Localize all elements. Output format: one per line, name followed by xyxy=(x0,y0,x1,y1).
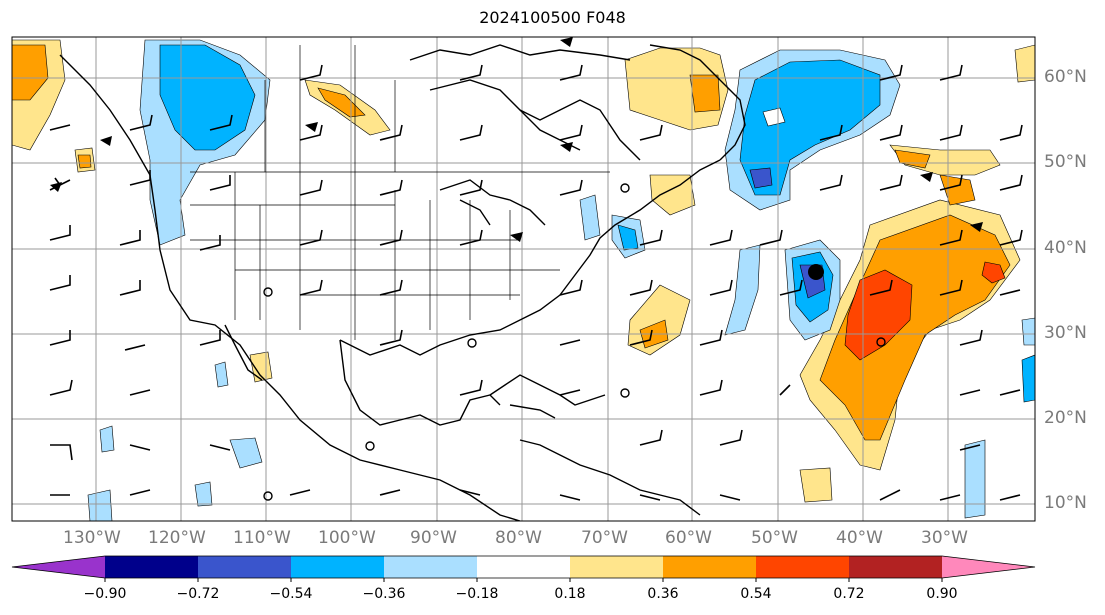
colorbar-tick-label: 0.36 xyxy=(647,586,679,602)
gridlines xyxy=(12,37,1035,521)
colorbar-tick-label: −0.90 xyxy=(83,586,127,602)
colorbar-segment xyxy=(384,556,477,578)
lat-label-20n: 20°N xyxy=(1044,408,1087,428)
lon-label-70w: 70°W xyxy=(581,528,628,548)
colorbar-segment xyxy=(663,556,756,578)
colorbar-tick-label: 0.72 xyxy=(833,586,865,602)
lat-label-10n: 10°N xyxy=(1044,493,1087,513)
hot-core-atlantic xyxy=(844,269,913,361)
wind-flags xyxy=(50,37,983,242)
colorbar-segment xyxy=(291,556,384,578)
colorbar-segment xyxy=(849,556,942,578)
lat-label-30n: 30°N xyxy=(1044,323,1087,343)
colorbar-segment xyxy=(12,556,105,578)
colorbar-tick-label: −0.54 xyxy=(269,586,313,602)
colorbar-tick-label: −0.36 xyxy=(362,586,406,602)
wind-barbs xyxy=(49,64,1023,501)
colorbar-tick-label: 0.54 xyxy=(740,586,772,602)
colorbar-tick-label: 0.90 xyxy=(926,586,958,602)
colorbar-segment xyxy=(570,556,663,578)
coastlines xyxy=(59,44,746,521)
lon-label-100w: 100°W xyxy=(318,528,376,548)
lat-label-60n: 60°N xyxy=(1044,67,1087,87)
lon-label-60w: 60°W xyxy=(665,528,712,548)
colorbar-tick-label: 0.18 xyxy=(554,586,586,602)
colorbar-segment xyxy=(942,556,1035,578)
lon-label-30w: 30°W xyxy=(921,528,968,548)
colorbar-segment xyxy=(477,556,570,578)
colorbar-segment xyxy=(756,556,849,578)
colorbar-segment xyxy=(105,556,198,578)
shaded-fields xyxy=(12,39,1035,521)
lon-label-40w: 40°W xyxy=(836,528,883,548)
map-area xyxy=(12,37,1035,521)
low-center-marker xyxy=(808,264,824,280)
lon-label-90w: 90°W xyxy=(410,528,457,548)
lon-label-110w: 110°W xyxy=(233,528,291,548)
map-title: 2024100500 F048 xyxy=(479,8,626,27)
map-frame xyxy=(11,36,1036,522)
borders xyxy=(190,45,610,340)
calm-markers xyxy=(263,183,886,501)
lat-label-50n: 50°N xyxy=(1044,152,1087,172)
colorbar xyxy=(11,555,1036,582)
lon-label-80w: 80°W xyxy=(495,528,542,548)
lon-label-130w: 130°W xyxy=(63,528,121,548)
lat-label-40n: 40°N xyxy=(1044,238,1087,258)
lon-label-120w: 120°W xyxy=(148,528,206,548)
colorbar-segment xyxy=(198,556,291,578)
colorbar-tick-label: −0.18 xyxy=(455,586,499,602)
lon-label-50w: 50°W xyxy=(751,528,798,548)
colorbar-tick-label: −0.72 xyxy=(176,586,220,602)
